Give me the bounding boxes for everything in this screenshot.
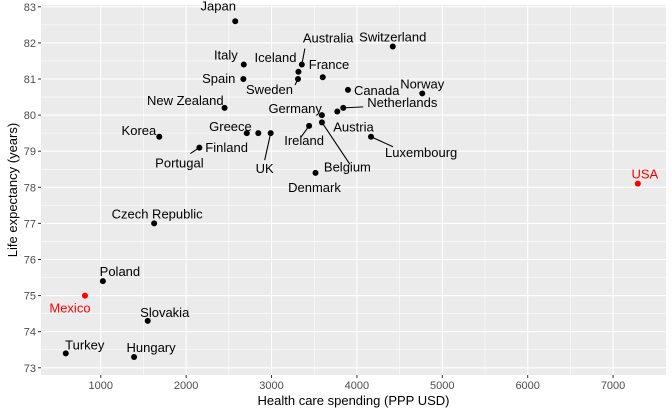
point-japan	[232, 18, 239, 25]
x-axis-title: Health care spending (PPP USD)	[258, 393, 450, 408]
point-france	[319, 74, 326, 81]
label-luxembourg: Luxembourg	[385, 145, 457, 160]
point-denmark	[312, 169, 319, 176]
label-slovakia: Slovakia	[140, 305, 190, 320]
y-tick-label: 73	[24, 363, 36, 375]
point-italy	[240, 61, 247, 68]
point-labels: Japan Switzerland Australia Italy Iceland Fra…	[49, 0, 658, 355]
point-austria	[334, 108, 341, 115]
label-portugal: Portugal	[155, 156, 204, 171]
point-greece	[243, 130, 250, 137]
y-tick-label: 74	[24, 327, 36, 339]
label-czech-republic: Czech Republic	[112, 206, 204, 221]
grid-minor	[41, 5, 666, 375]
label-netherlands: Netherlands	[367, 95, 438, 110]
label-austria: Austria	[333, 119, 374, 134]
label-poland: Poland	[100, 264, 140, 279]
point-slovakia	[144, 317, 151, 324]
label-france: France	[309, 57, 349, 72]
label-belgium: Belgium	[324, 159, 371, 174]
point-turkey	[62, 350, 69, 357]
label-norway: Norway	[400, 76, 445, 91]
label-germany: Germany	[268, 101, 322, 116]
point-hungary	[131, 353, 138, 360]
point-belgium	[318, 119, 325, 126]
point-switzerland	[389, 43, 396, 50]
y-tick-label: 75	[24, 291, 36, 303]
connector-uk	[264, 133, 272, 161]
point-uk	[267, 130, 274, 137]
label-japan: Japan	[201, 0, 236, 13]
label-australia: Australia	[303, 31, 354, 46]
point-germany	[318, 112, 325, 119]
y-axis: 73 74 75 76 77 78 79 80 81 82 83	[24, 2, 41, 375]
label-sweden: Sweden	[246, 82, 293, 97]
x-tick-label: 2000	[174, 380, 198, 392]
point-mexico	[81, 292, 88, 299]
point-sweden	[295, 76, 302, 82]
x-tick-label: 7000	[601, 380, 625, 392]
point-australia	[298, 61, 305, 68]
x-tick-label: 1000	[89, 380, 113, 392]
x-axis: 1000 2000 3000 4000 5000 6000 7000	[89, 375, 625, 392]
point-spain	[240, 76, 247, 82]
y-tick-label: 82	[24, 38, 36, 50]
label-new-zealand: New Zealand	[147, 93, 224, 108]
label-iceland: Iceland	[255, 50, 297, 65]
label-finland: Finland	[205, 140, 248, 155]
connector-belgium	[321, 122, 351, 165]
point-luxembourg	[368, 133, 375, 140]
y-tick-label: 80	[24, 110, 36, 122]
label-turkey: Turkey	[65, 337, 105, 352]
y-axis-title: Life expectancy (years)	[5, 123, 20, 257]
data-points	[62, 18, 641, 360]
y-tick-label: 81	[24, 74, 36, 86]
x-tick-label: 6000	[515, 380, 539, 392]
y-tick-label: 83	[24, 2, 36, 14]
point-new-zealand	[221, 104, 228, 111]
panel-background	[41, 5, 666, 375]
point-canada	[344, 86, 351, 93]
y-tick-label: 79	[24, 146, 36, 158]
point-usa	[634, 180, 641, 187]
label-spain: Spain	[202, 71, 235, 86]
label-hungary: Hungary	[126, 340, 176, 355]
point-portugal	[196, 144, 203, 151]
label-mexico: Mexico	[49, 301, 90, 316]
point-iceland	[295, 68, 302, 75]
label-switzerland: Switzerland	[359, 30, 426, 45]
connector-netherlands	[343, 106, 364, 109]
y-tick-label: 77	[24, 218, 36, 230]
point-poland	[99, 278, 106, 285]
point-czech-republic	[151, 220, 158, 227]
point-korea	[156, 133, 163, 140]
label-uk: UK	[256, 161, 274, 176]
point-finland	[255, 130, 262, 137]
label-connectors	[190, 48, 394, 165]
grid-major	[41, 5, 666, 375]
y-tick-label: 78	[24, 182, 36, 194]
point-norway	[419, 90, 426, 97]
y-tick-label: 76	[24, 254, 36, 266]
label-canada: Canada	[354, 83, 400, 98]
connector-luxembourg	[370, 136, 394, 148]
x-tick-label: 5000	[430, 380, 454, 392]
x-tick-label: 3000	[259, 380, 283, 392]
label-korea: Korea	[122, 123, 157, 138]
x-tick-label: 4000	[345, 380, 369, 392]
point-ireland	[306, 122, 313, 129]
label-denmark: Denmark	[288, 180, 341, 195]
label-italy: Italy	[214, 48, 238, 63]
label-usa: USA	[631, 167, 658, 182]
point-netherlands	[340, 104, 347, 111]
label-greece: Greece	[209, 119, 252, 134]
label-ireland: Ireland	[284, 133, 324, 148]
